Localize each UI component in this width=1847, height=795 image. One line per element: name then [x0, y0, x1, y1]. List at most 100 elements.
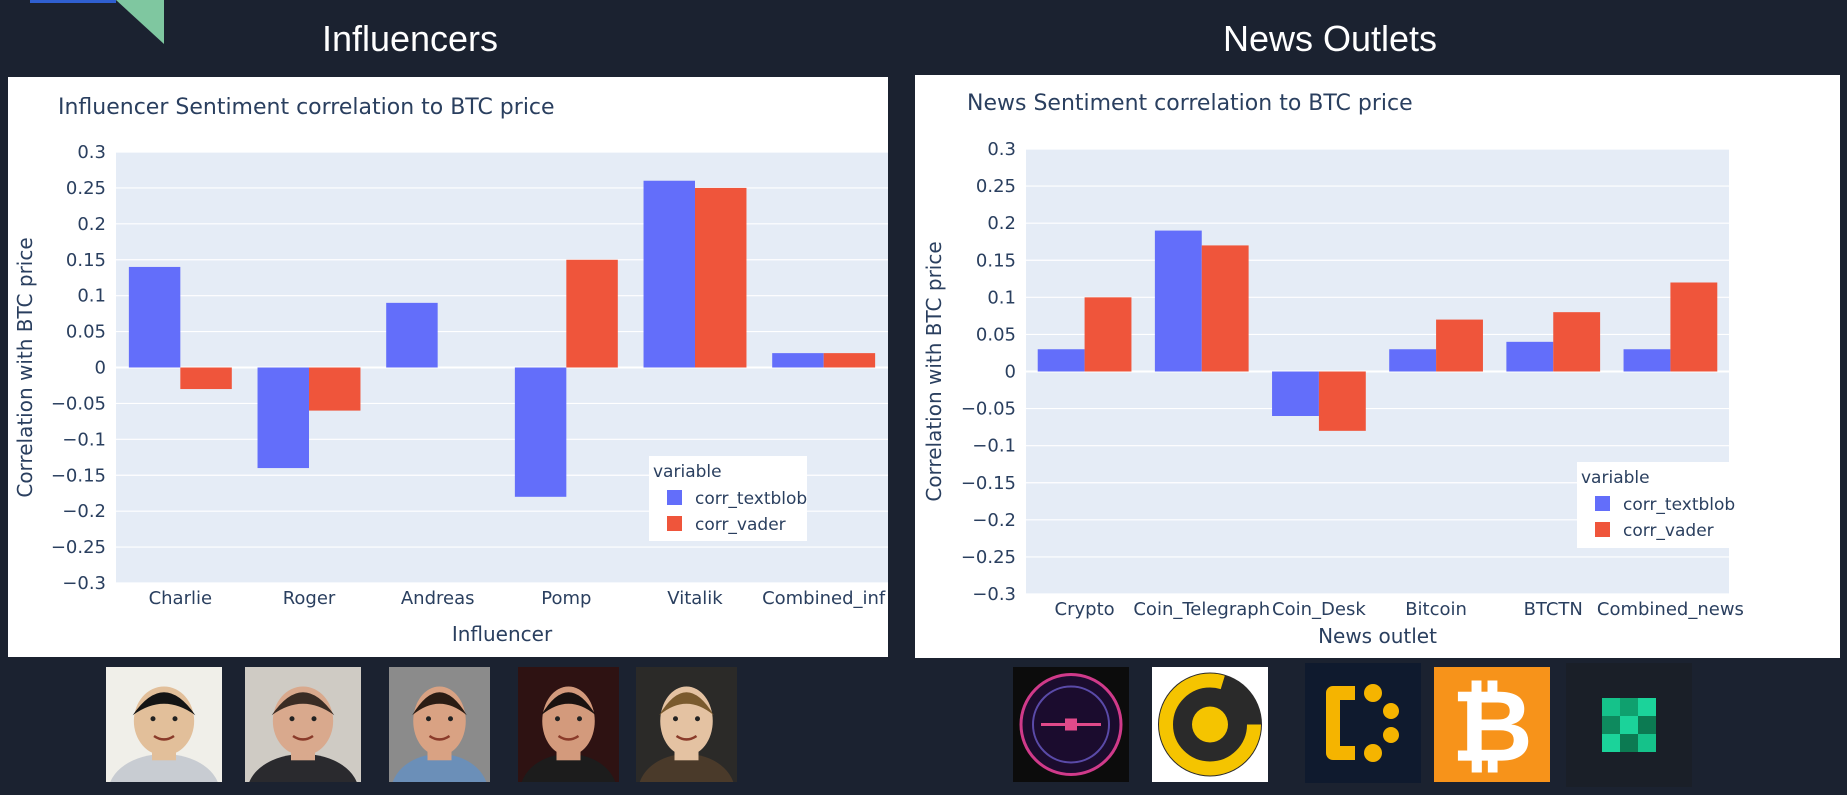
btctn-block-icon	[1620, 698, 1638, 716]
coindesk-dot-icon	[1364, 744, 1382, 762]
y-tick-label: 0.05	[976, 324, 1016, 345]
y-tick-label: 0	[1005, 362, 1016, 383]
y-tick-label: 0.3	[987, 139, 1016, 160]
shoulders	[110, 754, 218, 782]
y-tick-label: −0.3	[62, 573, 106, 594]
eye-left	[426, 716, 431, 722]
y-tick-label: 0.15	[976, 250, 1016, 271]
legend: variable corr_textblob corr_vader	[649, 456, 807, 541]
mouth	[153, 734, 175, 741]
coindesk-c-icon	[1326, 686, 1355, 760]
y-tick-label: −0.05	[51, 393, 106, 414]
mouth	[428, 734, 451, 741]
y-tick-label: 0	[95, 358, 106, 379]
eye-right	[172, 716, 178, 722]
y-tick-label: 0.25	[976, 176, 1016, 197]
roger-photo	[245, 667, 361, 782]
hair	[132, 692, 196, 716]
y-tick-label: −0.1	[972, 436, 1016, 457]
btctn-logo	[1566, 663, 1692, 787]
coin-center-icon	[1192, 706, 1228, 743]
bitcoin-symbol-icon: ₿	[1451, 668, 1533, 783]
x-tick-label: Coin_Desk	[1272, 599, 1366, 620]
bloomberg-logo	[1013, 667, 1129, 782]
chart-title: News Sentiment correlation to BTC price	[967, 91, 1413, 116]
bar-corr_textblob-andreas	[386, 302, 438, 368]
btctn-block-icon	[1638, 734, 1656, 752]
bar-corr_vader-coin_telegraph	[1201, 245, 1249, 372]
x-tick-label: Vitalik	[667, 588, 723, 609]
bar-corr_vader-combined_inf	[823, 353, 876, 368]
btctn-block-icon	[1620, 716, 1638, 734]
vitalik-photo	[636, 667, 737, 782]
news-sentiment-chart: News Sentiment correlation to BTC price 0…	[922, 91, 1749, 648]
coin-c-icon	[1159, 673, 1261, 776]
chart-title: Influencer Sentiment correlation to BTC …	[58, 95, 555, 120]
y-tick-label: −0.3	[972, 584, 1016, 605]
bar-corr_vader-crypto	[1084, 297, 1132, 372]
y-tick-label: 0.05	[66, 322, 106, 343]
y-tick-label: −0.2	[972, 510, 1016, 531]
legend-swatch-corr_vader[interactable]	[1595, 522, 1610, 537]
legend: variable corr_textblob corr_vader	[1577, 462, 1749, 548]
influencer-sentiment-chart: Influencer Sentiment correlation to BTC …	[13, 95, 888, 646]
bar-corr_vader-charlie	[180, 367, 232, 390]
bar-corr_textblob-coin_telegraph	[1154, 230, 1202, 372]
corner-accent-triangle	[116, 0, 164, 44]
charlie-photo	[106, 667, 222, 782]
y-tick-label: −0.1	[62, 429, 106, 450]
legend-title: variable	[1581, 468, 1650, 488]
eye-right	[577, 716, 582, 722]
bar-corr_textblob-coin_desk	[1272, 371, 1319, 416]
coin-telegraph-logo	[1152, 667, 1268, 782]
eye-left	[673, 716, 678, 722]
shoulders	[521, 754, 616, 782]
y-tick-label: −0.25	[961, 547, 1016, 568]
btctn-block-icon	[1602, 698, 1620, 716]
x-tick-label: BTCTN	[1524, 599, 1583, 620]
coin-desk-logo	[1305, 663, 1421, 783]
legend-label-corr_vader[interactable]: corr_vader	[695, 515, 786, 535]
legend-swatch-corr_vader[interactable]	[667, 516, 682, 531]
btctn-block-icon	[1602, 716, 1620, 734]
bar-corr_textblob-pomp	[514, 367, 567, 497]
x-tick-label: Roger	[283, 588, 336, 609]
hair	[659, 692, 714, 716]
bar-corr_textblob-crypto	[1037, 349, 1085, 372]
mouth	[675, 734, 698, 741]
x-tick-label: Bitcoin	[1405, 599, 1467, 620]
y-tick-label: 0.1	[77, 286, 106, 307]
x-tick-label: Combined_inf	[762, 588, 886, 609]
legend-label-corr_vader[interactable]: corr_vader	[1623, 521, 1714, 541]
btctn-block-icon	[1620, 734, 1638, 752]
legend-swatch-corr_textblob[interactable]	[1595, 496, 1610, 511]
andreas-photo	[389, 667, 490, 782]
hair	[541, 692, 596, 716]
bar-corr_textblob-bitcoin	[1389, 349, 1437, 372]
y-tick-label: −0.05	[961, 399, 1016, 420]
y-tick-label: −0.15	[961, 473, 1016, 494]
coindesk-dot-icon	[1383, 703, 1399, 719]
y-tick-label: 0.1	[987, 287, 1016, 308]
bar-corr_textblob-combined_news	[1623, 349, 1671, 372]
legend-title: variable	[653, 462, 722, 482]
mouth	[557, 734, 580, 741]
eye-left	[555, 716, 560, 722]
bloomberg-inner-ring-icon	[1032, 685, 1110, 764]
logo-background	[1305, 663, 1421, 783]
y-tick-label: −0.25	[51, 537, 106, 558]
legend-label-corr_textblob[interactable]: corr_textblob	[695, 489, 807, 509]
shoulders	[392, 754, 487, 782]
x-tick-label: Pomp	[541, 588, 591, 609]
bar-corr_textblob-btctn	[1506, 341, 1554, 372]
legend-label-corr_textblob[interactable]: corr_textblob	[1623, 495, 1735, 515]
bar-corr_vader-bitcoin	[1436, 319, 1483, 372]
bar-corr_textblob-combined_inf	[772, 353, 824, 368]
coindesk-dot-icon	[1383, 727, 1399, 743]
x-tick-label: Coin_Telegraph	[1133, 599, 1270, 620]
x-tick-label: Combined_news	[1597, 599, 1744, 620]
hair	[412, 692, 467, 716]
btctn-block-icon	[1638, 698, 1656, 716]
legend-swatch-corr_textblob[interactable]	[667, 490, 682, 505]
panel-title-news: News Outlets	[1222, 18, 1438, 59]
